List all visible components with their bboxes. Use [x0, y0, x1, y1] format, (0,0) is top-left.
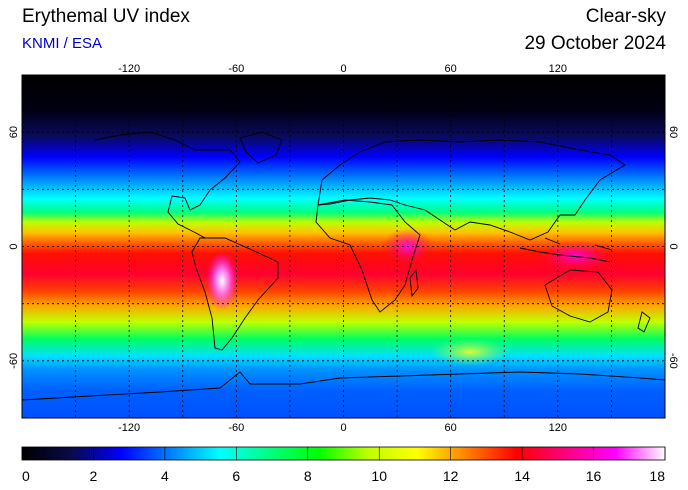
lon-tick-bottom: 60 — [445, 422, 457, 434]
coast-antarctica — [22, 371, 665, 401]
lat-tick-right: 60 — [667, 126, 679, 138]
coast-europe-asia — [317, 139, 626, 241]
lon-tick-bottom: -120 — [118, 422, 140, 434]
colorbar-labels: 0 2 4 6 8 10 12 14 16 18 — [21, 447, 666, 484]
axis-ticks: -120 -120 -60 -60 0 0 60 60 120 120 60 60 0 0 -60 -60 — [8, 63, 679, 434]
colorbar-label: 12 — [443, 468, 459, 484]
coast-south-america — [191, 237, 279, 351]
lon-tick-bottom: 120 — [549, 422, 567, 434]
sky-mode-label: Clear-sky — [585, 6, 666, 27]
coast-north-america — [94, 131, 241, 239]
colorbar-label: 14 — [514, 468, 530, 484]
coast-madagascar — [409, 268, 419, 298]
colorbar-label: 8 — [304, 468, 312, 484]
lat-tick-left: 0 — [8, 243, 20, 249]
lon-tick-top: -60 — [228, 63, 244, 75]
colorbar-label: 16 — [586, 468, 602, 484]
coast-new-zealand — [637, 311, 651, 333]
colorbar-label: 2 — [90, 468, 98, 484]
coast-indonesia — [519, 237, 613, 263]
coast-africa — [315, 199, 421, 313]
uv-hotspot-indonesia — [535, 240, 616, 273]
colorbar — [21, 446, 666, 461]
lon-tick-bottom: -60 — [228, 422, 244, 434]
colorbar-label: 4 — [161, 468, 169, 484]
date-label: 29 October 2024 — [524, 33, 666, 54]
lon-tick-bottom: 0 — [340, 422, 346, 434]
colorbar-label: 0 — [22, 468, 30, 484]
page-title: Erythemal UV index — [22, 6, 190, 27]
coast-australia — [544, 269, 613, 323]
lon-tick-top: -120 — [118, 63, 140, 75]
lon-tick-top: 0 — [340, 63, 346, 75]
lat-tick-right: 0 — [667, 243, 679, 249]
colorbar-label: 10 — [371, 468, 387, 484]
lat-tick-left: 60 — [8, 126, 20, 138]
gridlines — [22, 75, 665, 418]
colorbar-label: 18 — [649, 468, 665, 484]
lat-tick-right: -60 — [667, 353, 679, 369]
lat-tick-left: -60 — [8, 353, 20, 369]
source-credit: KNMI / ESA — [22, 35, 103, 52]
uv-highland-antarctica — [430, 338, 510, 366]
uv-hotspot-andes — [206, 250, 239, 311]
lon-tick-top: 60 — [445, 63, 457, 75]
colorbar-label: 6 — [232, 468, 240, 484]
map-frame — [21, 74, 666, 419]
lon-tick-top: 120 — [549, 63, 567, 75]
